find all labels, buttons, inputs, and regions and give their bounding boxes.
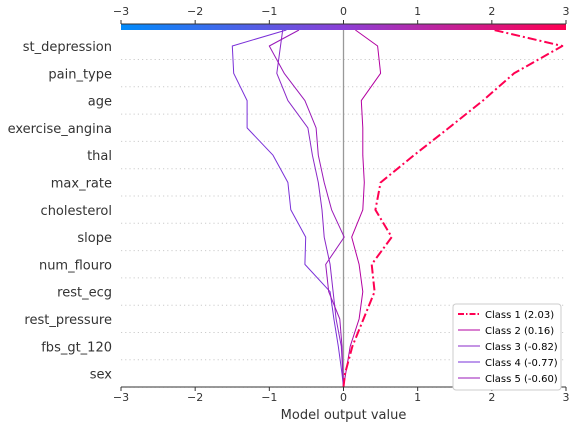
legend: Class 1 (2.03) Class 2 (0.16) Class 3 (-0.…: [452, 303, 562, 391]
legend-label: Class 2 (0.16): [485, 326, 554, 337]
legend-label: Class 4 (-0.77): [485, 358, 558, 369]
tick-label: −1: [261, 5, 277, 18]
series-line: [276, 29, 344, 388]
legend-label: Class 1 (2.03): [485, 310, 554, 321]
feature-label: rest_ecg: [57, 286, 112, 301]
series-line: [268, 29, 345, 388]
feature-label: max_rate: [51, 177, 112, 192]
feature-label: age: [88, 95, 112, 110]
series-line: [342, 29, 564, 388]
feature-label: thal: [87, 149, 112, 164]
top-axis: −3 −2 −1 0 1 2 3: [113, 5, 570, 25]
feature-label: fbs_gt_120: [41, 340, 112, 355]
tick-label: 2: [488, 5, 495, 18]
feature-label: rest_pressure: [24, 313, 112, 328]
feature-label: st_depression: [23, 40, 112, 55]
tick-label: 0: [340, 5, 347, 18]
tick-label: 3: [563, 391, 570, 404]
feature-label: pain_type: [48, 67, 112, 82]
legend-box: [452, 303, 562, 391]
tick-label: −3: [113, 391, 129, 404]
x-axis-label: Model output value: [281, 408, 407, 423]
tick-label: 0: [340, 391, 347, 404]
series-line: [343, 29, 382, 388]
feature-label: exercise_angina: [8, 122, 112, 137]
legend-label: Class 5 (-0.60): [485, 374, 558, 385]
tick-label: 1: [414, 5, 421, 18]
feature-label: num_flouro: [39, 258, 112, 273]
tick-label: −2: [187, 391, 203, 404]
colorbar: [121, 24, 566, 30]
feature-label: cholesterol: [41, 204, 112, 219]
tick-label: −2: [187, 5, 203, 18]
feature-label: sex: [90, 368, 113, 383]
feature-label: slope: [77, 231, 112, 246]
series-lines: [231, 29, 564, 388]
tick-label: 2: [488, 391, 495, 404]
tick-label: −3: [113, 5, 129, 18]
tick-label: 3: [563, 5, 570, 18]
legend-label: Class 3 (-0.82): [485, 342, 558, 353]
series-line: [231, 29, 344, 388]
tick-label: −1: [261, 391, 277, 404]
tick-label: 1: [414, 391, 421, 404]
